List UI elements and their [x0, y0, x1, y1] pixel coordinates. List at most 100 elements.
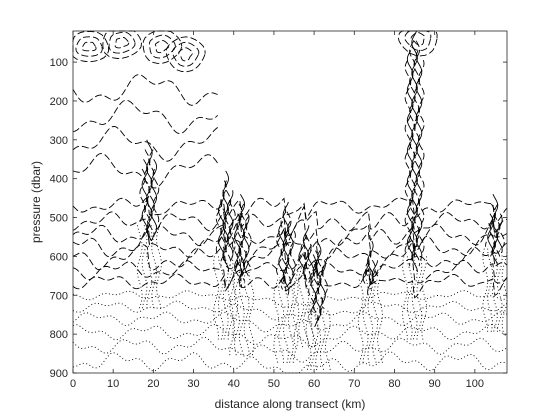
surface-eddy-contour [142, 30, 183, 64]
x-tick-label: 80 [388, 378, 400, 390]
x-tick-label: 50 [268, 378, 280, 390]
front-contour-line [363, 270, 367, 279]
front-contour-line [374, 269, 380, 279]
deep-front-contour [243, 271, 250, 356]
front-contour-line [282, 201, 290, 296]
deep-front-contour [238, 271, 245, 356]
x-tick-label: 40 [228, 378, 240, 390]
deep-contour-line [72, 324, 508, 348]
front-contour-line [367, 240, 374, 296]
deep-front-contour [416, 256, 423, 341]
surface-eddy-contour [81, 41, 97, 52]
y-tick-label: 100 [50, 57, 68, 69]
x-axis-label: distance along transect (km) [215, 397, 366, 411]
upper-contour-line [72, 226, 508, 265]
deep-front-contour [273, 279, 280, 364]
front-contour-line [305, 234, 312, 275]
deep-front-contour [213, 256, 219, 341]
x-axis-ticks: 0 10 20 30 40 50 60 70 80 90 100 [70, 31, 484, 390]
front-contour-line [238, 193, 246, 288]
deep-front-contour [357, 279, 364, 364]
deep-front-contour [303, 264, 309, 349]
front-contour-line [289, 230, 296, 278]
deep-front-contour [482, 248, 489, 333]
x-tick-label: 100 [466, 378, 484, 390]
y-tick-label: 400 [50, 174, 68, 186]
front-contour-line [317, 250, 324, 321]
front-contour-line [226, 190, 234, 261]
surface-eddy-contour [410, 31, 426, 46]
deep-front-contour [496, 248, 503, 333]
deep-front-contour [402, 256, 408, 341]
deep-front-contour [501, 248, 508, 333]
front-contour-line [362, 260, 370, 284]
front-contour-line [148, 149, 155, 236]
surface-eddy-contour [165, 36, 206, 73]
deep-front-contour [287, 279, 294, 364]
front-contour-line [298, 244, 305, 269]
midwater-contour-line [72, 153, 219, 189]
deep-front-contour [292, 279, 299, 364]
surface-eddy-contour [178, 47, 194, 62]
front-contour-line [234, 213, 241, 277]
front-contour-line [236, 203, 243, 282]
deep-front-contour [141, 225, 148, 310]
deep-front-contour [248, 272, 255, 357]
front-contour-line [312, 254, 316, 263]
front-contour-line [498, 223, 505, 247]
x-tick-label: 10 [107, 378, 119, 390]
y-tick-label: 500 [50, 213, 68, 225]
front-contour-line [280, 211, 288, 290]
surface-eddy-contour [114, 36, 130, 49]
midwater-contour-line [72, 74, 218, 106]
x-tick-label: 30 [187, 378, 199, 390]
front-contour-line [371, 260, 379, 284]
front-contour-line [300, 234, 308, 275]
deep-front-contour [305, 310, 312, 372]
y-axis-ticks: 100 200 300 400 500 600 700 800 900 [50, 57, 507, 380]
midwater-contour-line [72, 126, 218, 162]
x-tick-label: 0 [70, 378, 76, 390]
deep-front-contour [411, 256, 418, 341]
upper-contour-line [72, 196, 508, 223]
axes-background [73, 31, 507, 373]
y-tick-label: 600 [50, 251, 68, 263]
surface-eddy-contour [148, 34, 176, 59]
y-tick-label: 200 [50, 96, 68, 108]
front-contour-line [307, 244, 314, 269]
deep-front-contour [406, 256, 413, 341]
x-tick-label: 60 [308, 378, 320, 390]
y-tick-label: 900 [50, 368, 68, 380]
axes-box [72, 30, 508, 374]
front-contour-line [312, 250, 320, 321]
deep-front-contour [232, 256, 239, 341]
y-tick-label: 300 [50, 135, 68, 147]
deep-front-contour [421, 256, 428, 341]
front-contour-line [245, 223, 252, 271]
front-contour-line [491, 194, 499, 265]
surface-eddy-contour [75, 36, 103, 57]
front-contour-line [369, 250, 376, 290]
deep-contour-line [72, 311, 508, 333]
front-contour-line [321, 269, 329, 310]
front-contour-line [496, 213, 503, 253]
front-contour-line [276, 230, 283, 279]
y-tick-label: 700 [50, 290, 68, 302]
deep-front-contour [156, 225, 162, 310]
deep-contour-line [72, 336, 508, 363]
front-contour-line [406, 50, 414, 261]
y-tick-label: 800 [50, 329, 68, 341]
deep-front-contour [283, 279, 289, 364]
contour-lines [72, 30, 508, 374]
front-contour-line [240, 203, 248, 282]
x-tick-label: 90 [429, 378, 441, 390]
deep-front-contour [218, 256, 224, 341]
deep-front-contour [234, 271, 240, 357]
front-contour-line [222, 170, 229, 273]
front-contour-line [224, 180, 232, 267]
front-contour-line [404, 59, 412, 255]
deep-front-contour [372, 279, 379, 364]
surface-eddy-contour [108, 31, 136, 54]
x-tick-label: 20 [147, 378, 159, 390]
